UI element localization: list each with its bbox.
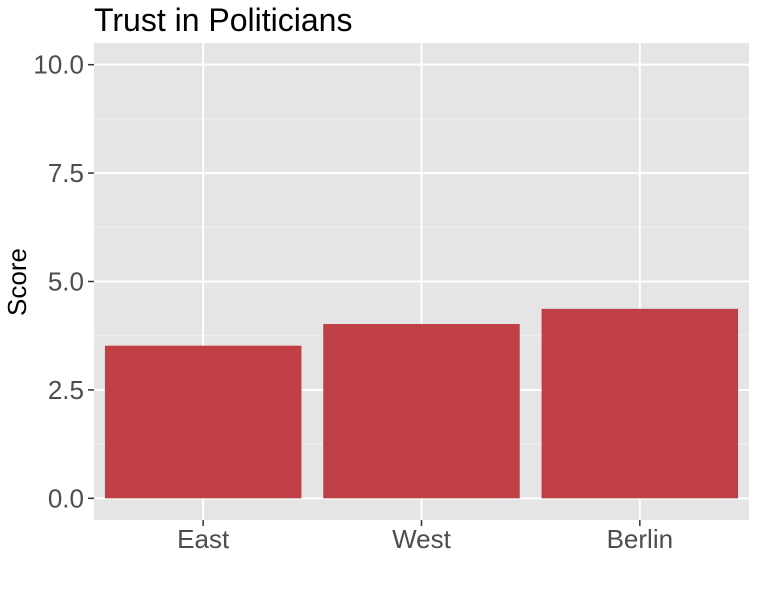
bar-berlin bbox=[542, 309, 739, 498]
bar-west bbox=[323, 324, 520, 498]
y-tick-label: 10.0 bbox=[33, 50, 84, 80]
y-tick-label: 2.5 bbox=[48, 375, 84, 405]
y-axis-label: Score bbox=[2, 248, 32, 316]
chart-title: Trust in Politicians bbox=[94, 2, 352, 38]
bar-east bbox=[105, 346, 302, 499]
x-tick-label-berlin: Berlin bbox=[607, 524, 673, 554]
y-tick-label: 7.5 bbox=[48, 158, 84, 188]
y-tick-label: 0.0 bbox=[48, 483, 84, 513]
x-tick-label-west: West bbox=[392, 524, 452, 554]
x-tick-label-east: East bbox=[177, 524, 230, 554]
y-tick-label: 5.0 bbox=[48, 267, 84, 297]
